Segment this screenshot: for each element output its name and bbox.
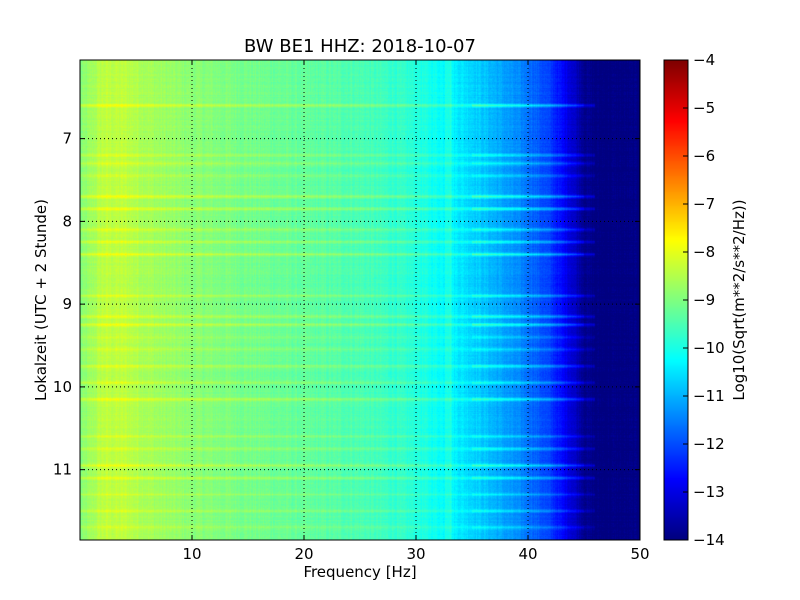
y-tick-label: 10 xyxy=(53,378,72,396)
x-axis-label: Frequency [Hz] xyxy=(303,563,416,581)
chart-title: BW BE1 HHZ: 2018-10-07 xyxy=(244,36,476,57)
colorbar-tick-label: −11 xyxy=(693,387,725,405)
colorbar-tick-label: −10 xyxy=(693,339,725,357)
colorbar-tick-label: −4 xyxy=(693,51,715,69)
colorbar-tick-label: −6 xyxy=(693,147,715,165)
plot-frame xyxy=(79,59,641,541)
colorbar-tick-label: −8 xyxy=(693,243,715,261)
colorbar-tick-label: −12 xyxy=(693,435,725,453)
y-tick-label: 7 xyxy=(62,130,72,148)
colorbar-tick-label: −7 xyxy=(693,195,715,213)
y-axis-label: Lokalzeit (UTC + 2 Stunde) xyxy=(32,199,50,401)
x-tick-label: 30 xyxy=(406,545,425,563)
x-tick-label: 50 xyxy=(630,545,649,563)
x-tick-label: 40 xyxy=(518,545,537,563)
x-tick-label: 20 xyxy=(294,545,313,563)
y-tick-label: 8 xyxy=(62,212,72,230)
y-tick-label: 9 xyxy=(62,295,72,313)
y-tick-label: 11 xyxy=(53,461,72,479)
colorbar-tick-label: −5 xyxy=(693,99,715,117)
colorbar-tick-label: −13 xyxy=(693,483,725,501)
x-axis-ticks: 10 20 30 40 50 xyxy=(182,60,650,563)
x-tick-label: 10 xyxy=(182,545,201,563)
colorbar-label: Log10(Sqrt(m**2/s**2/Hz)) xyxy=(730,199,748,400)
colorbar-tick-label: −14 xyxy=(693,531,725,549)
colorbar-ticks: −4 −5 −6 −7 −8 −9 −10 −11 −12 −13 −14 xyxy=(683,51,725,549)
spectrogram-heatmap xyxy=(80,60,640,540)
y-axis-ticks: 7 8 9 10 11 xyxy=(53,130,640,479)
colorbar-tick-label: −9 xyxy=(693,291,715,309)
